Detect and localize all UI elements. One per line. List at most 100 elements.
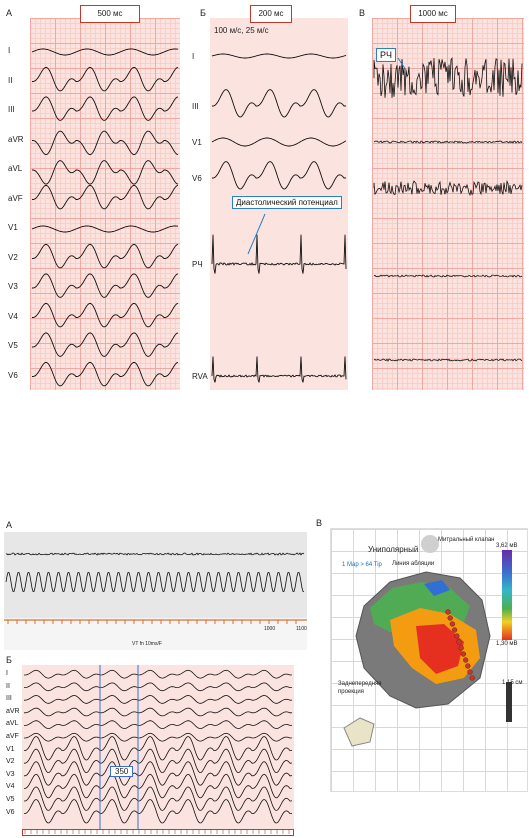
orientation-heart-icon: [343, 717, 375, 747]
ecg-trace: [32, 160, 179, 185]
ablation-point: [462, 657, 469, 663]
ablation-point: [451, 627, 458, 633]
callout-pointer: [397, 57, 407, 71]
view-label: Заднепередняя проекция: [338, 681, 382, 695]
vt-traces: [5, 552, 305, 592]
lead-label: V6: [192, 174, 202, 183]
panel-c-letter: В: [359, 8, 366, 18]
lead-label: РЧ: [192, 260, 203, 269]
panel-a-letter: А: [6, 8, 13, 18]
lead-label: V2: [6, 758, 15, 766]
reference-circle: [421, 535, 439, 553]
ecg-trace: [32, 361, 179, 387]
ecg-traces-a: [31, 48, 179, 387]
ecg-trace: [211, 53, 347, 59]
bottom-panel-c-letter: В: [316, 518, 323, 528]
ecg-trace: [211, 356, 347, 383]
ecg-trace: [32, 332, 179, 357]
axis-label-1100: 1100: [296, 626, 307, 632]
ecg-trace: [373, 274, 523, 278]
map-info: 1 Map > 64 Tip: [342, 562, 382, 568]
lead-label: V5: [6, 796, 15, 803]
lead-label: aVL: [6, 720, 19, 728]
activation-map: [343, 535, 512, 747]
mitral-label: Митральный клапан: [438, 537, 495, 543]
ablation-point: [456, 639, 462, 645]
scale-label: 1000 мс: [418, 9, 448, 18]
lead-label: II: [8, 75, 13, 85]
ablation-point: [460, 651, 467, 657]
ecg-trace: [24, 773, 293, 799]
ecg-trace: [32, 302, 179, 328]
axis-label-1000: 1000: [264, 626, 276, 632]
ecg-trace: [32, 130, 179, 156]
lead-label: aVR: [8, 134, 24, 144]
ecg-trace: [211, 137, 347, 147]
ablation-point: [467, 669, 473, 675]
ecg-trace: [212, 89, 347, 118]
time-axis-ticks: [4, 619, 307, 624]
interval-label: 350: [110, 766, 134, 777]
ecg-trace: [373, 140, 523, 144]
ecg-trace: [32, 96, 179, 121]
lead-label: III: [8, 105, 15, 114]
scale-label: 500 мс: [97, 9, 123, 18]
ablation-point: [454, 633, 460, 639]
ecg-traces-b: [211, 53, 347, 383]
ablation-point: [469, 675, 475, 681]
size-scale: [506, 682, 512, 722]
ecg-trace: [373, 358, 523, 362]
ecg-trace: [24, 799, 293, 824]
ecg-trace: [24, 736, 293, 761]
color-bar: [502, 550, 512, 640]
ablation-point: [465, 663, 471, 669]
lead-label: V3: [6, 770, 15, 778]
ruler: [22, 829, 294, 836]
lead-label: V5: [8, 341, 18, 350]
bottom-panel-a-letter: А: [6, 520, 13, 530]
ablation-point: [447, 615, 453, 621]
ruler-ticks: [24, 830, 290, 834]
paper-speed: 100 м/с, 25 м/с: [214, 26, 269, 35]
ablation-label: Линия абляции: [392, 561, 435, 567]
vt-strip: [4, 532, 307, 618]
ecg-trace: [24, 786, 293, 811]
lead-label: V2: [8, 252, 18, 262]
ablation-point: [449, 621, 456, 627]
panel-b-letter: Б: [200, 8, 206, 18]
ecg-trace: [24, 732, 293, 742]
lead-label: aVF: [6, 733, 19, 740]
ecg-trace: [32, 184, 179, 210]
ecg-trace: [24, 748, 293, 774]
lead-label: V4: [6, 783, 15, 791]
ablation-point: [458, 645, 464, 651]
lead-label: I: [8, 46, 11, 55]
lead-label: V4: [8, 311, 18, 321]
ecg-trace: [24, 720, 293, 729]
lead-label: II: [6, 682, 10, 690]
ecg-trace: [32, 273, 179, 298]
ecg-traces-bottom-b: [24, 665, 293, 829]
blue-region: [424, 580, 450, 596]
ecg-traces-c: [373, 56, 523, 362]
lead-label: V1: [192, 138, 202, 147]
size-label: 1,15 см: [502, 680, 523, 686]
scale-bar-c: 1000 мс: [410, 5, 456, 23]
ecg-trace: [31, 225, 179, 233]
scale-top-label: 3,62 мВ: [496, 543, 518, 549]
scale-bar-a: 500 мс: [80, 5, 140, 23]
ecg-trace: [32, 66, 179, 92]
lead-label: V6: [8, 370, 18, 380]
ecg-trace: [212, 161, 347, 190]
time-axis: [4, 618, 307, 650]
diastolic-potential-callout: Диастолический потенциал: [232, 196, 342, 209]
red-region: [416, 624, 464, 674]
ecg-trace: [24, 761, 293, 786]
ecg-trace: [32, 243, 179, 269]
lead-label: RVA: [192, 372, 208, 381]
lead-label: V1: [8, 223, 18, 232]
ecg-trace: [24, 669, 293, 679]
lead-label: aVL: [8, 164, 23, 173]
lead-label: I: [192, 52, 195, 61]
lead-label: I: [6, 670, 8, 677]
